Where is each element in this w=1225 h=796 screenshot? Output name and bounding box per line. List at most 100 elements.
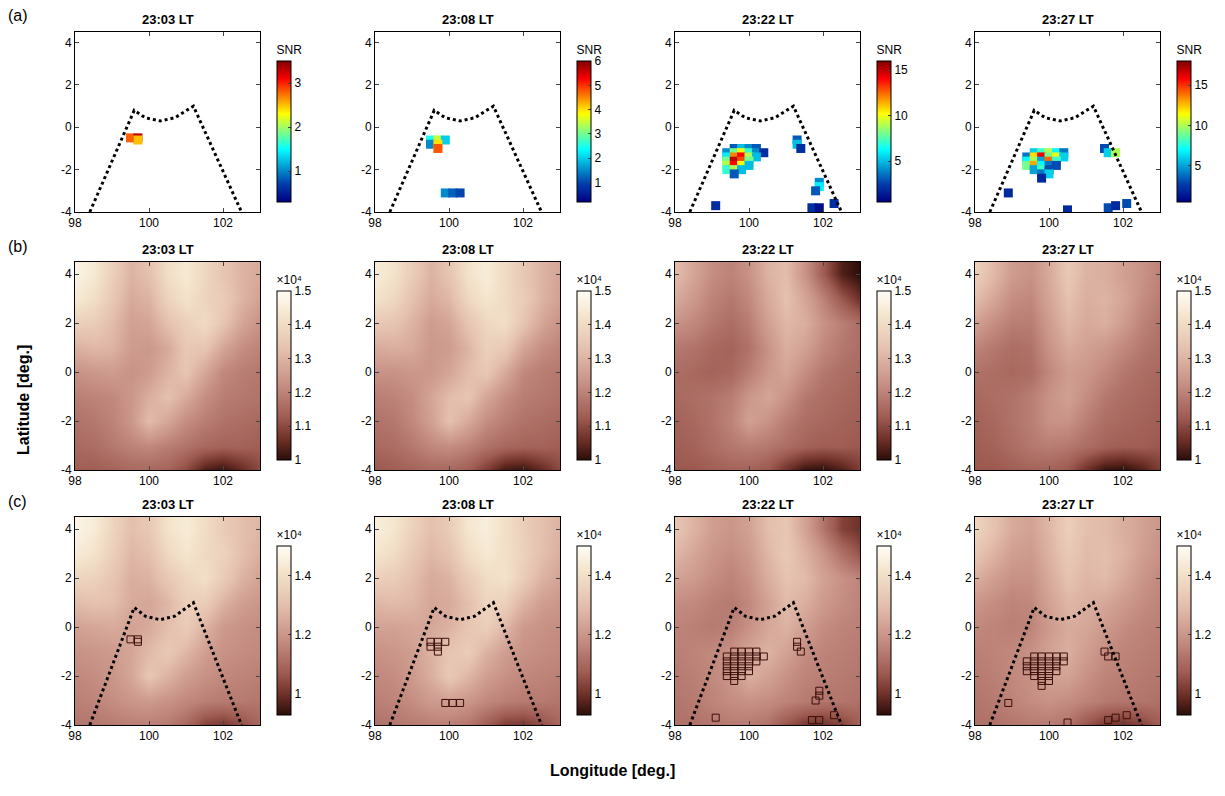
svg-text:102: 102 — [1113, 474, 1133, 488]
svg-text:4: 4 — [365, 36, 372, 50]
svg-text:-4: -4 — [361, 205, 372, 219]
svg-text:1.2: 1.2 — [894, 386, 911, 400]
svg-text:98: 98 — [668, 216, 682, 230]
svg-text:1.3: 1.3 — [894, 352, 911, 366]
svg-text:3: 3 — [594, 127, 601, 141]
svg-text:100: 100 — [1039, 474, 1059, 488]
svg-text:98: 98 — [68, 729, 82, 743]
svg-text:23:03 LT: 23:03 LT — [142, 497, 194, 512]
svg-text:1: 1 — [294, 164, 301, 178]
svg-text:0: 0 — [65, 620, 72, 634]
svg-text:2: 2 — [965, 316, 972, 330]
svg-text:1.3: 1.3 — [1194, 352, 1211, 366]
svg-text:1.4: 1.4 — [1194, 569, 1211, 583]
svg-text:102: 102 — [513, 216, 533, 230]
svg-text:0: 0 — [965, 120, 972, 134]
svg-text:98: 98 — [68, 474, 82, 488]
svg-text:100: 100 — [1039, 729, 1059, 743]
svg-text:4: 4 — [965, 267, 972, 281]
svg-text:4: 4 — [65, 522, 72, 536]
svg-text:-2: -2 — [661, 414, 672, 428]
svg-text:2: 2 — [665, 78, 672, 92]
svg-text:×10⁴: ×10⁴ — [1177, 528, 1203, 542]
svg-text:×10⁴: ×10⁴ — [877, 528, 903, 542]
svg-text:23:03 LT: 23:03 LT — [142, 12, 194, 27]
svg-text:102: 102 — [1113, 729, 1133, 743]
svg-text:98: 98 — [668, 729, 682, 743]
svg-text:-2: -2 — [661, 163, 672, 177]
svg-text:-4: -4 — [61, 205, 72, 219]
svg-text:-2: -2 — [61, 414, 72, 428]
svg-text:100: 100 — [139, 729, 159, 743]
svg-text:1.4: 1.4 — [894, 318, 911, 332]
svg-text:1.2: 1.2 — [594, 628, 611, 642]
svg-text:23:08 LT: 23:08 LT — [442, 497, 494, 512]
svg-text:98: 98 — [968, 729, 982, 743]
svg-text:100: 100 — [439, 474, 459, 488]
svg-text:100: 100 — [739, 729, 759, 743]
svg-text:4: 4 — [365, 267, 372, 281]
svg-text:23:03 LT: 23:03 LT — [142, 242, 194, 257]
svg-text:SNR: SNR — [1177, 43, 1203, 57]
svg-text:-2: -2 — [361, 669, 372, 683]
svg-text:2: 2 — [365, 316, 372, 330]
svg-text:-4: -4 — [61, 718, 72, 732]
svg-text:1.2: 1.2 — [294, 628, 311, 642]
svg-text:0: 0 — [665, 365, 672, 379]
svg-text:102: 102 — [213, 729, 233, 743]
svg-text:-4: -4 — [661, 205, 672, 219]
svg-text:2: 2 — [65, 316, 72, 330]
svg-text:Latitude [deg.]: Latitude [deg.] — [15, 345, 32, 455]
svg-text:×10⁴: ×10⁴ — [577, 273, 603, 287]
svg-text:(b): (b) — [8, 238, 28, 255]
svg-text:×10⁴: ×10⁴ — [577, 528, 603, 542]
svg-text:-4: -4 — [61, 463, 72, 477]
svg-text:2: 2 — [965, 78, 972, 92]
svg-text:1.5: 1.5 — [594, 284, 611, 298]
svg-text:1.2: 1.2 — [894, 628, 911, 642]
svg-text:1.2: 1.2 — [594, 386, 611, 400]
svg-text:1.4: 1.4 — [294, 318, 311, 332]
svg-text:-4: -4 — [361, 463, 372, 477]
svg-text:-2: -2 — [361, 414, 372, 428]
svg-text:1.4: 1.4 — [894, 569, 911, 583]
svg-text:23:22 LT: 23:22 LT — [742, 12, 794, 27]
svg-text:102: 102 — [813, 216, 833, 230]
svg-text:3: 3 — [294, 76, 301, 90]
svg-text:1: 1 — [1194, 687, 1201, 701]
svg-text:-2: -2 — [661, 669, 672, 683]
svg-text:0: 0 — [365, 365, 372, 379]
svg-text:×10⁴: ×10⁴ — [277, 273, 303, 287]
svg-text:1.1: 1.1 — [894, 419, 911, 433]
svg-text:1.1: 1.1 — [294, 419, 311, 433]
svg-text:100: 100 — [739, 216, 759, 230]
svg-text:102: 102 — [1113, 216, 1133, 230]
svg-text:4: 4 — [665, 522, 672, 536]
svg-text:1.3: 1.3 — [594, 352, 611, 366]
svg-text:1: 1 — [894, 687, 901, 701]
svg-text:4: 4 — [65, 267, 72, 281]
svg-text:1.1: 1.1 — [1194, 419, 1211, 433]
svg-text:10: 10 — [894, 109, 908, 123]
svg-text:4: 4 — [665, 36, 672, 50]
svg-text:1.4: 1.4 — [594, 318, 611, 332]
svg-text:98: 98 — [668, 474, 682, 488]
svg-text:2: 2 — [365, 571, 372, 585]
svg-text:2: 2 — [665, 316, 672, 330]
svg-text:4: 4 — [965, 36, 972, 50]
svg-text:23:27 LT: 23:27 LT — [1042, 12, 1094, 27]
svg-text:98: 98 — [368, 729, 382, 743]
svg-text:102: 102 — [513, 729, 533, 743]
svg-text:100: 100 — [439, 729, 459, 743]
svg-text:1.4: 1.4 — [294, 569, 311, 583]
svg-text:1: 1 — [894, 453, 901, 467]
svg-text:1.2: 1.2 — [1194, 628, 1211, 642]
svg-text:102: 102 — [813, 474, 833, 488]
svg-text:2: 2 — [594, 151, 601, 165]
svg-text:1: 1 — [294, 453, 301, 467]
svg-text:2: 2 — [65, 571, 72, 585]
svg-text:0: 0 — [65, 120, 72, 134]
svg-text:-4: -4 — [661, 463, 672, 477]
svg-text:0: 0 — [665, 120, 672, 134]
svg-text:0: 0 — [65, 365, 72, 379]
